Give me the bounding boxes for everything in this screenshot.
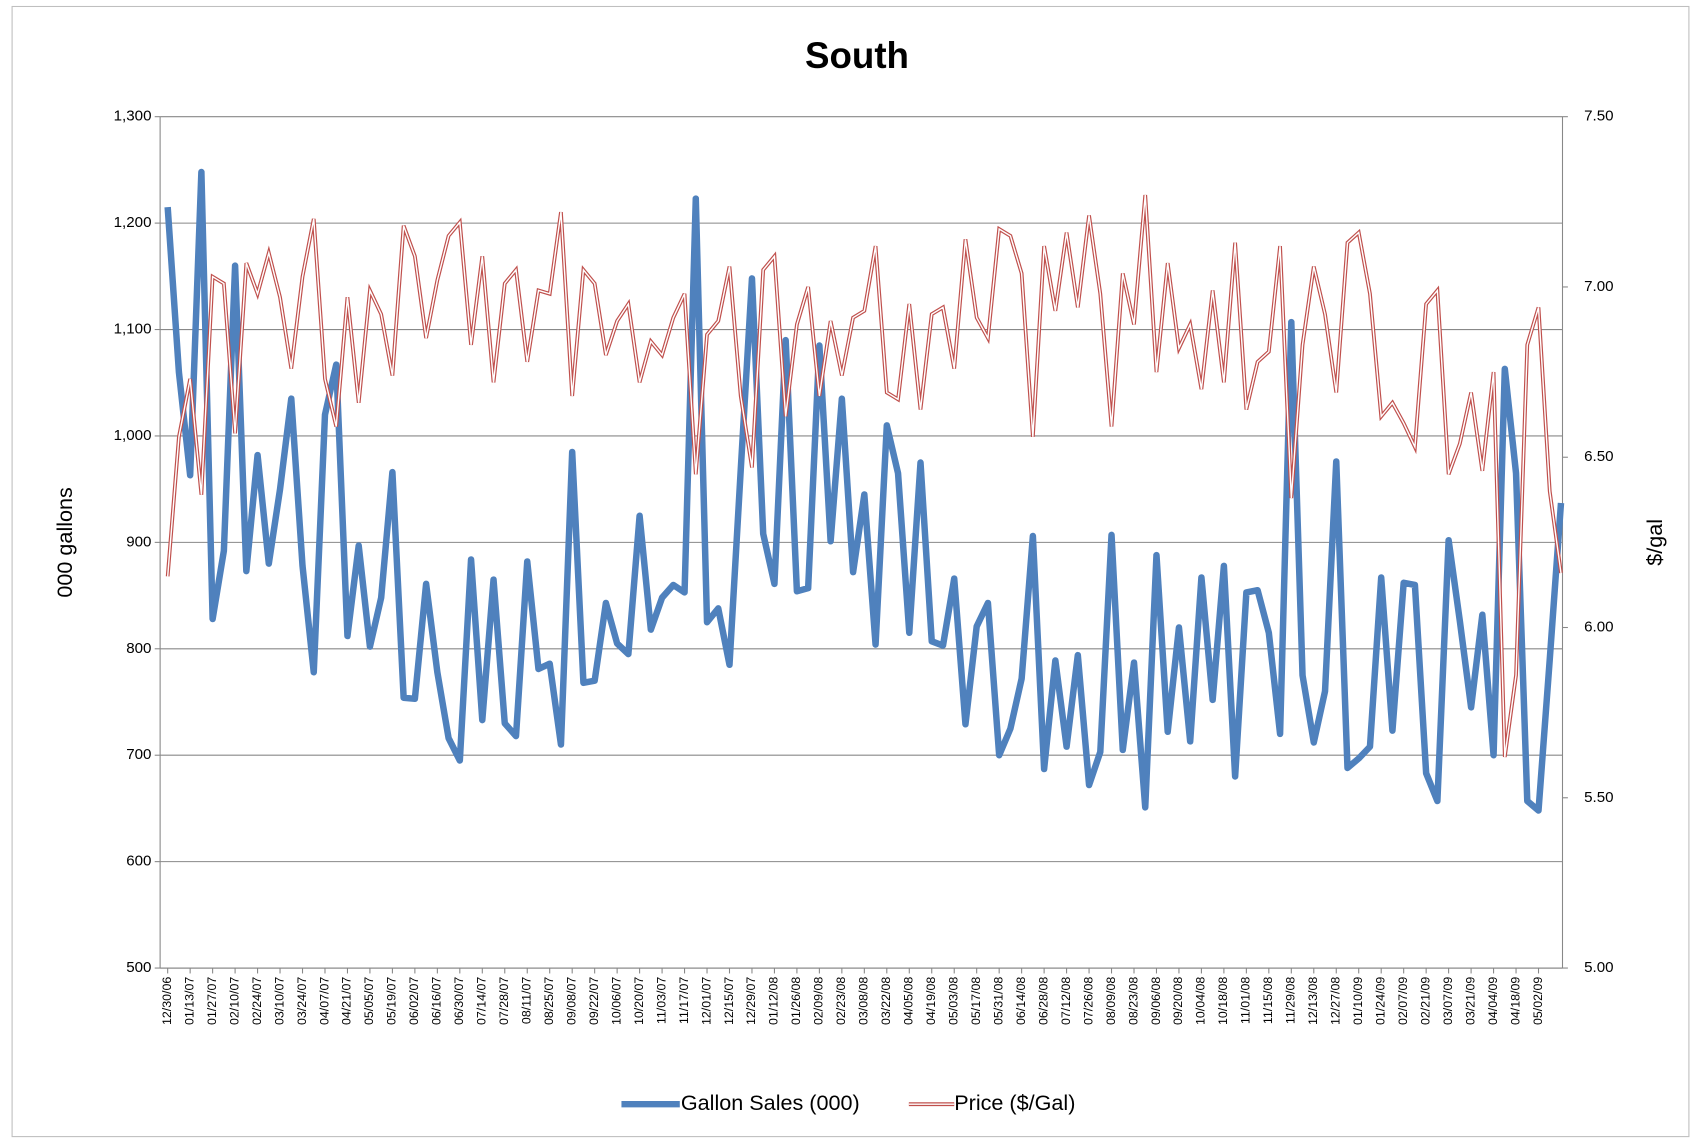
y-tick-label: 1,300 [114,108,152,125]
x-tick-label: 03/24/07 [295,977,309,1025]
x-tick-label: 12/01/07 [699,977,713,1025]
x-tick-label: 12/27/08 [1329,977,1343,1025]
x-tick-label: 04/19/08 [924,977,938,1025]
x-tick-label: 04/18/09 [1508,977,1522,1025]
x-tick-label: 11/29/08 [1284,977,1298,1024]
x-tick-label: 05/17/08 [969,977,983,1025]
y-axis-label: 000 gallons [52,487,77,598]
x-tick-label: 01/24/09 [1373,977,1387,1025]
x-tick-label: 01/27/07 [205,977,219,1025]
y-tick-label: 1,100 [114,321,152,338]
x-tick-label: 11/03/07 [654,977,668,1024]
legend-label: Gallon Sales (000) [681,1090,860,1115]
x-tick-label: 09/06/08 [1149,977,1163,1025]
x-tick-label: 02/23/08 [834,977,848,1025]
x-tick-label: 08/09/08 [1104,977,1118,1025]
x-tick-label: 06/30/07 [452,977,466,1025]
y-tick-label: 800 [126,640,151,657]
y2-tick-label: 6.50 [1584,448,1613,465]
x-tick-label: 01/12/08 [767,977,781,1025]
x-tick-label: 07/26/08 [1081,977,1095,1025]
x-tick-label: 04/04/09 [1486,977,1500,1025]
x-tick-label: 07/14/07 [475,977,489,1025]
x-tick-label: 05/03/08 [947,977,961,1025]
x-tick-label: 10/06/07 [609,977,623,1025]
y2-tick-label: 5.00 [1584,959,1613,976]
x-tick-label: 05/19/07 [385,977,399,1025]
legend-label: Price ($/Gal) [954,1090,1075,1115]
x-tick-label: 06/16/07 [430,977,444,1025]
x-tick-label: 05/31/08 [991,977,1005,1025]
x-tick-label: 04/21/07 [340,977,354,1025]
x-tick-label: 10/04/08 [1194,977,1208,1025]
x-tick-label: 11/01/08 [1239,977,1253,1024]
x-tick-label: 08/11/07 [520,977,534,1024]
x-tick-label: 05/05/07 [362,977,376,1025]
x-tick-label: 03/07/09 [1441,977,1455,1025]
x-tick-label: 06/28/08 [1036,977,1050,1025]
price-line-inner [166,194,1562,758]
x-tick-label: 07/28/07 [497,977,511,1025]
y-tick-label: 500 [126,959,151,976]
y2-tick-label: 7.50 [1584,108,1613,125]
x-tick-label: 02/24/07 [250,977,264,1025]
y-tick-label: 1,200 [114,214,152,231]
y-tick-label: 1,000 [114,427,152,444]
x-tick-label: 10/20/07 [632,977,646,1025]
y2-tick-label: 6.00 [1584,619,1613,636]
sales-line [164,168,1565,814]
x-tick-label: 02/07/09 [1396,977,1410,1025]
x-tick-label: 09/22/07 [587,977,601,1025]
x-tick-label: 12/13/08 [1306,977,1320,1025]
x-tick-label: 01/26/08 [789,977,803,1025]
x-tick-label: 02/10/07 [227,977,241,1025]
y-tick-label: 600 [126,853,151,870]
x-tick-label: 03/21/09 [1463,977,1477,1025]
x-tick-label: 12/15/07 [722,977,736,1025]
x-tick-label: 10/18/08 [1216,977,1230,1025]
x-tick-label: 11/17/07 [677,977,691,1024]
x-tick-label: 03/08/08 [857,977,871,1025]
x-tick-label: 03/10/07 [272,977,286,1025]
x-tick-label: 09/20/08 [1171,977,1185,1025]
y2-tick-label: 5.50 [1584,789,1613,806]
x-tick-label: 05/02/09 [1531,977,1545,1025]
x-tick-label: 11/15/08 [1261,977,1275,1024]
x-tick-label: 08/23/08 [1126,977,1140,1025]
x-tick-label: 03/22/08 [879,977,893,1025]
x-tick-label: 01/13/07 [182,977,196,1025]
chart-title: South [805,35,909,76]
x-tick-label: 06/14/08 [1014,977,1028,1025]
x-tick-label: 06/02/07 [407,977,421,1025]
y2-tick-label: 7.00 [1584,278,1613,295]
x-tick-label: 12/30/06 [160,977,174,1025]
y2-axis-label: $/gal [1642,519,1667,566]
x-tick-label: 09/08/07 [564,977,578,1025]
y-tick-label: 900 [126,533,151,550]
x-tick-label: 12/29/07 [744,977,758,1025]
x-tick-label: 08/25/07 [542,977,556,1025]
x-tick-label: 04/05/08 [902,977,916,1025]
x-tick-label: 02/09/08 [812,977,826,1025]
x-tick-label: 04/07/07 [317,977,331,1025]
x-tick-label: 02/21/09 [1418,977,1432,1025]
x-tick-label: 01/10/09 [1351,977,1365,1025]
x-tick-label: 07/12/08 [1059,977,1073,1025]
y-tick-label: 700 [126,746,151,763]
